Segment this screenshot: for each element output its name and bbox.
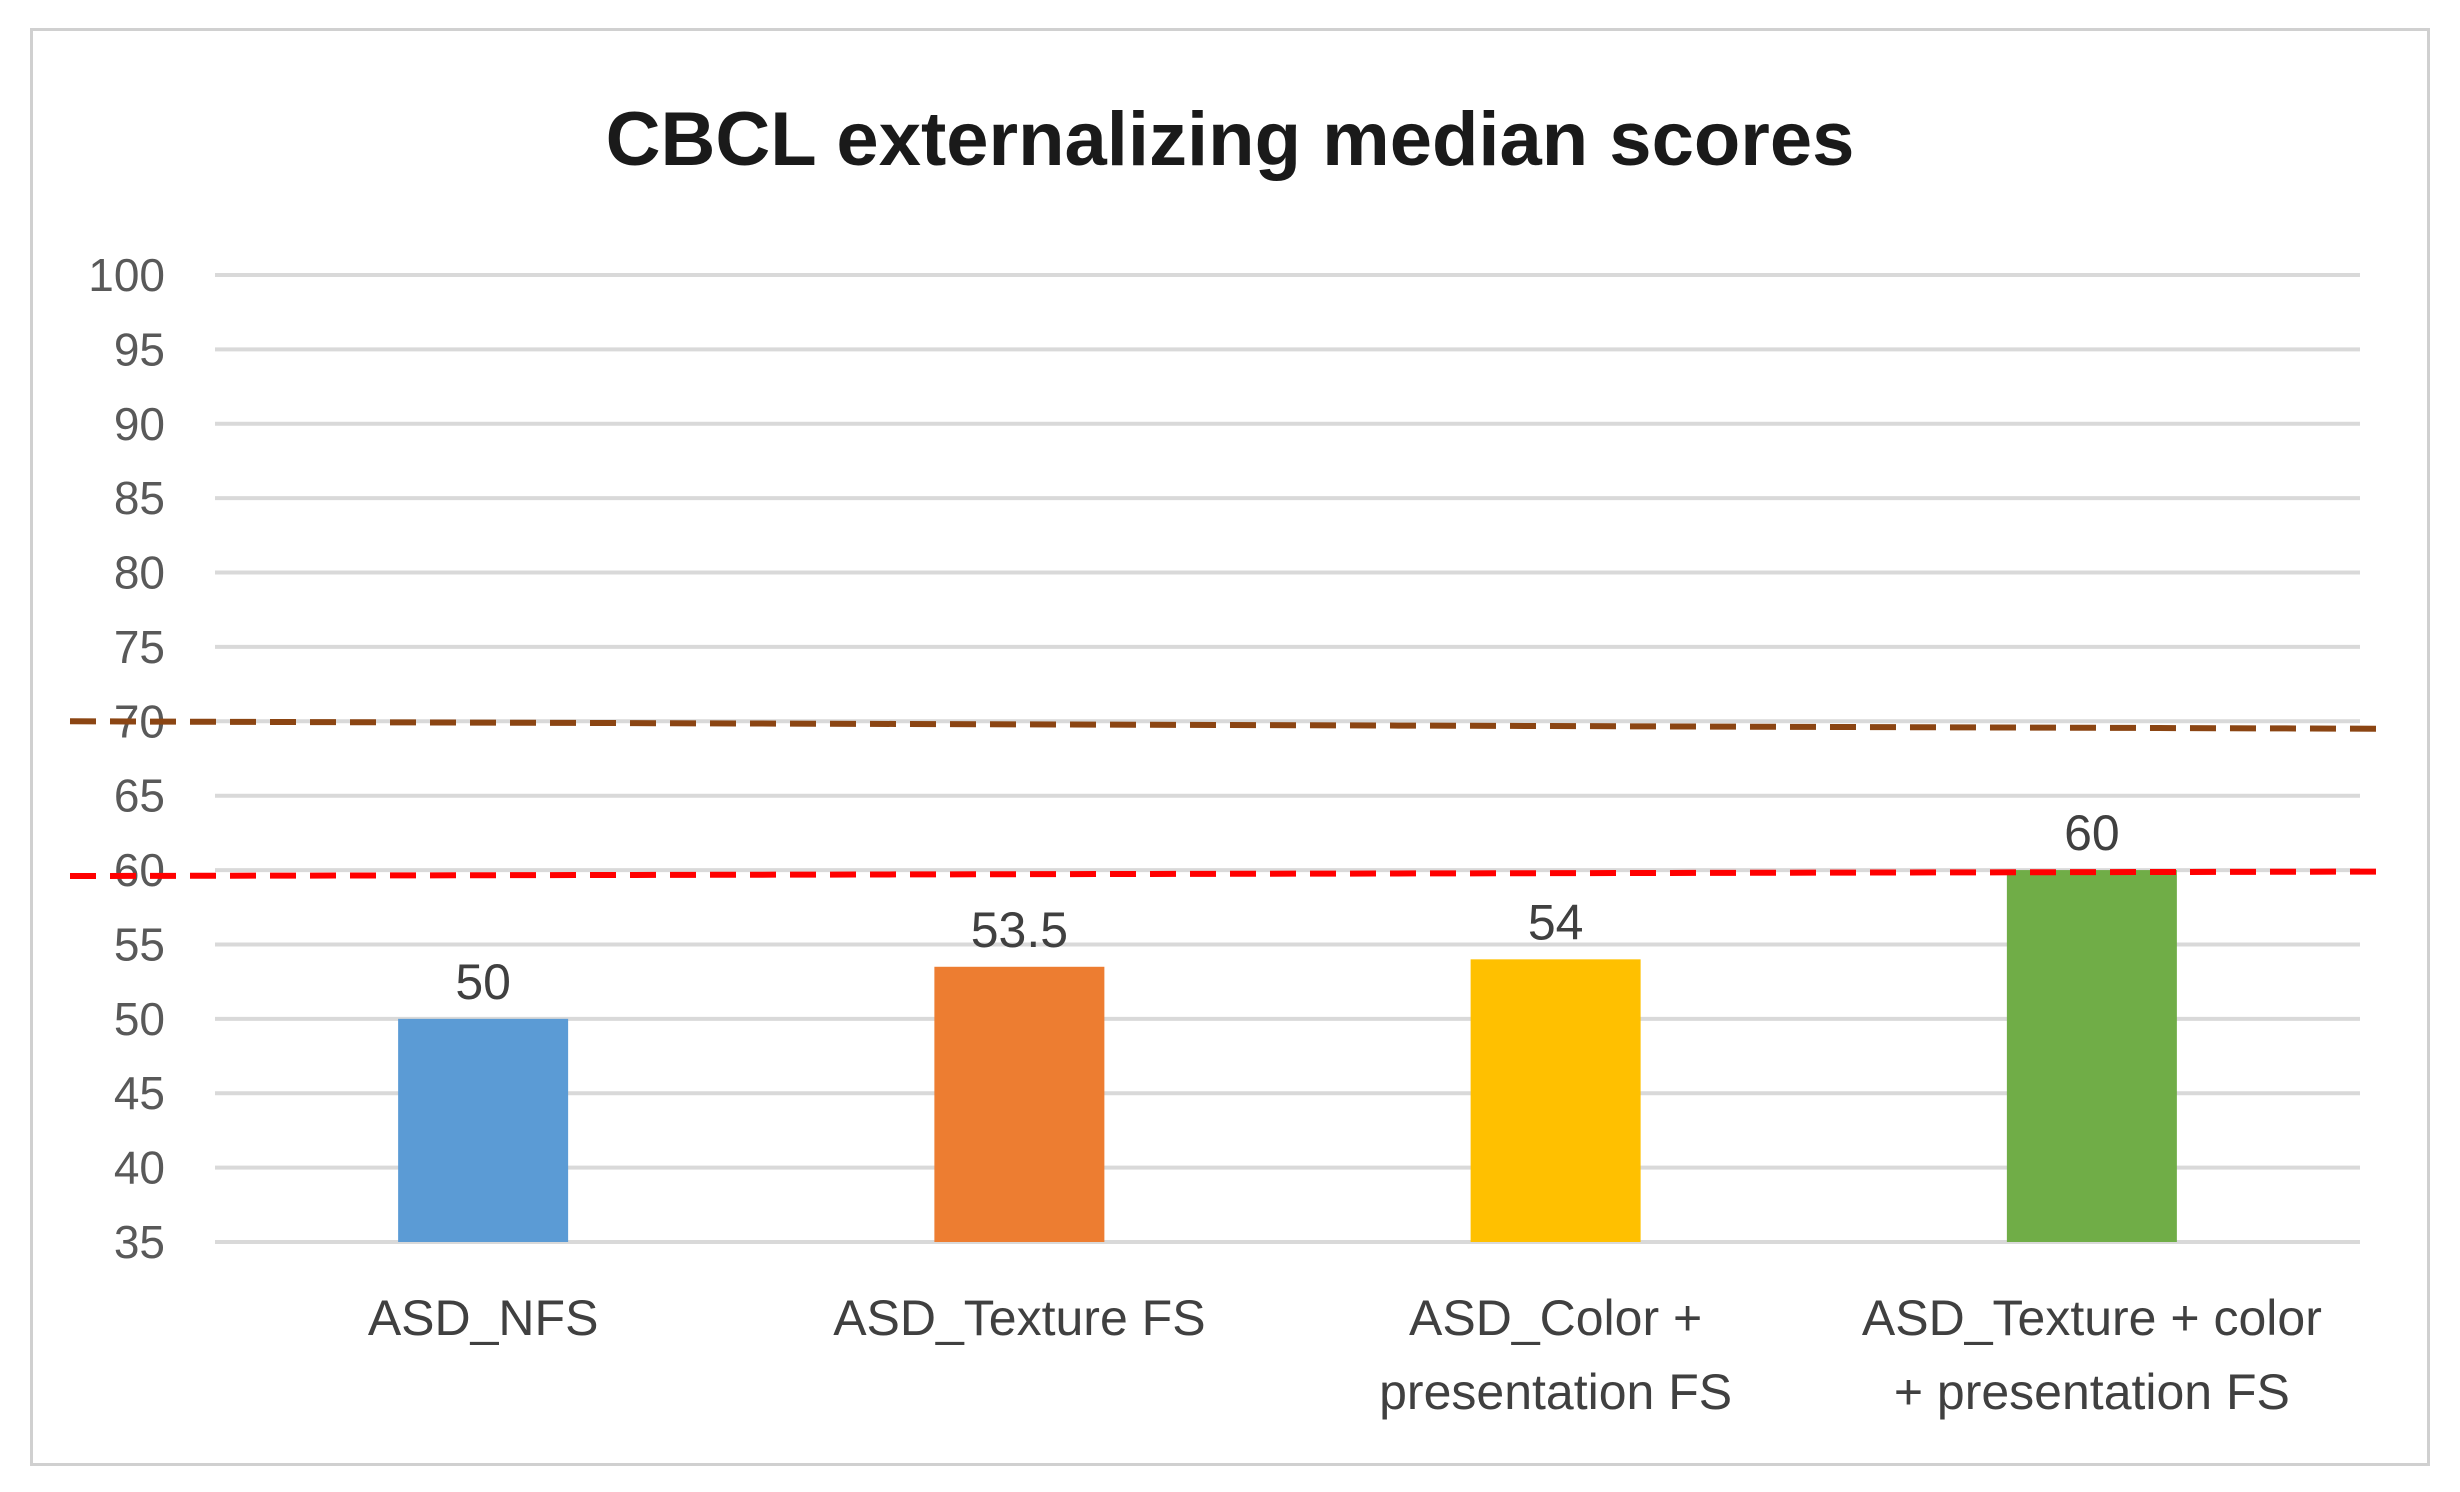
bar bbox=[1470, 959, 1641, 1242]
data-label: 60 bbox=[2064, 805, 2120, 861]
category-label-line: + presentation FS bbox=[1894, 1364, 2290, 1420]
y-tick-label: 35 bbox=[114, 1216, 165, 1268]
chart-title: CBCL externalizing median scores bbox=[606, 97, 1855, 182]
data-label: 53.5 bbox=[971, 902, 1068, 958]
data-label: 54 bbox=[1528, 894, 1584, 950]
y-tick-label: 75 bbox=[114, 621, 165, 673]
category-label: ASD_NFS bbox=[368, 1290, 599, 1346]
y-tick-label: 45 bbox=[114, 1067, 165, 1119]
y-tick-label: 80 bbox=[114, 547, 165, 599]
category-label: ASD_Color + presentation FS bbox=[1379, 1290, 1732, 1420]
reference-line bbox=[69, 868, 2389, 880]
y-tick-label: 85 bbox=[114, 472, 165, 524]
y-tick-label: 40 bbox=[114, 1142, 165, 1194]
y-tick-label: 100 bbox=[88, 249, 165, 301]
y-tick-label: 50 bbox=[114, 993, 165, 1045]
bars bbox=[398, 870, 2177, 1242]
category-label-line: ASD_Color + bbox=[1409, 1290, 1702, 1346]
category-label-line: ASD_Texture + color bbox=[1862, 1290, 2322, 1346]
category-label-line: presentation FS bbox=[1379, 1364, 1732, 1420]
y-tick-label: 95 bbox=[114, 323, 165, 375]
data-label: 50 bbox=[455, 954, 511, 1010]
category-label: ASD_Texture FS bbox=[833, 1290, 1205, 1346]
y-tick-label: 55 bbox=[114, 918, 165, 970]
reference-lines bbox=[69, 718, 2389, 880]
bar bbox=[934, 966, 1105, 1242]
category-label-line: ASD_Texture FS bbox=[833, 1290, 1205, 1346]
bar bbox=[398, 1018, 569, 1242]
data-labels: 50 53.5 54 60 bbox=[455, 805, 2119, 1010]
y-tick-label: 65 bbox=[114, 770, 165, 822]
category-label: ASD_Texture + color + presentation FS bbox=[1862, 1290, 2322, 1420]
y-tick-label: 90 bbox=[114, 398, 165, 450]
bar bbox=[2006, 870, 2177, 1242]
y-tick-label: 60 bbox=[114, 844, 165, 896]
category-label-line: ASD_NFS bbox=[368, 1290, 599, 1346]
reference-line bbox=[69, 718, 2389, 732]
x-axis-categories: ASD_NFS ASD_Texture FS ASD_Color + presenta… bbox=[368, 1290, 2322, 1420]
